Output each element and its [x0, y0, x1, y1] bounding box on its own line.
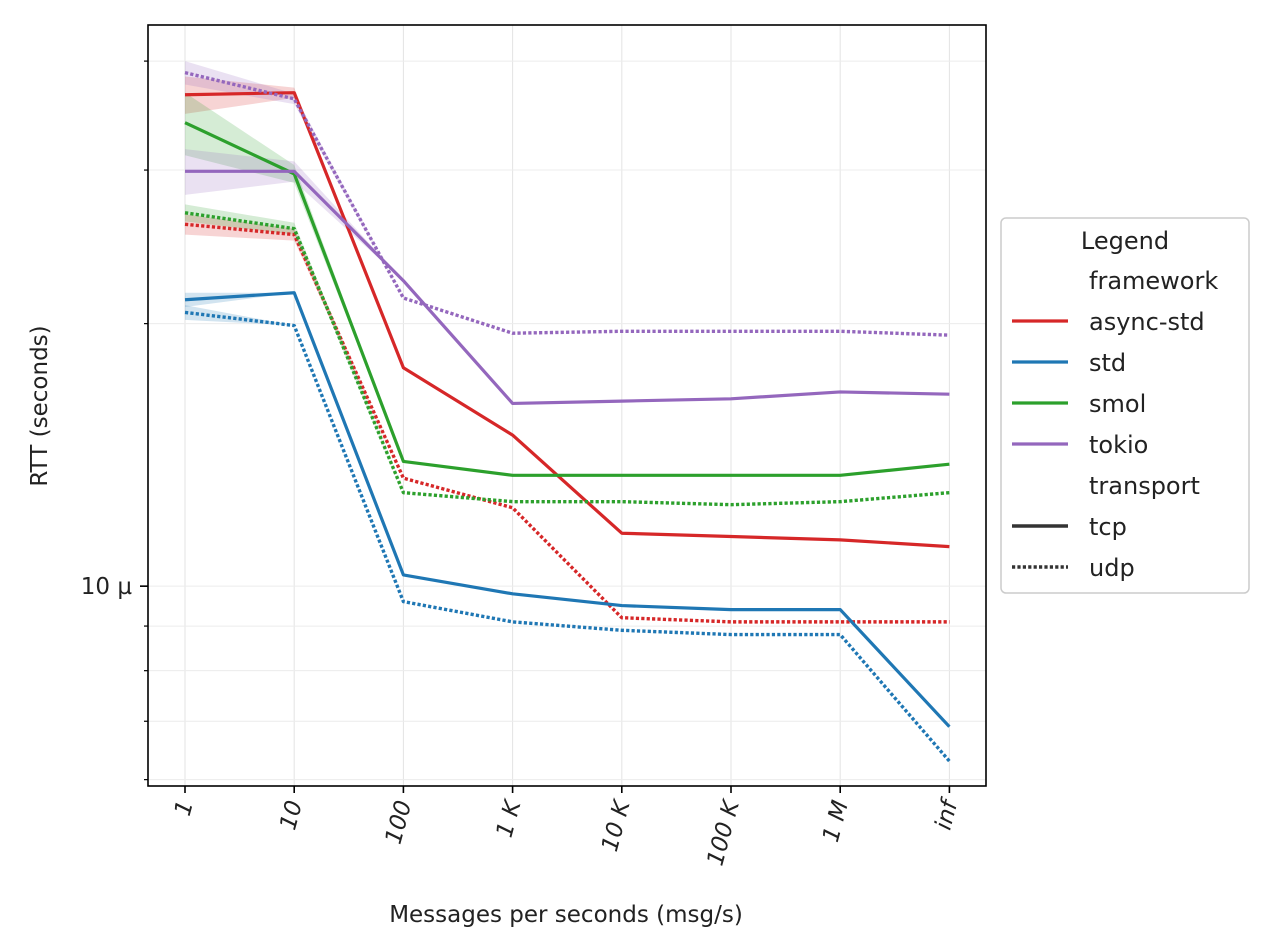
legend-frame — [1000, 217, 1250, 594]
legend-label-std: std — [1089, 349, 1126, 377]
series-line-std-tcp — [184, 291, 951, 728]
series-line-std-udp — [184, 310, 951, 763]
band-tokio-tcp — [185, 149, 950, 404]
band-std-tcp — [185, 292, 950, 727]
series-lines — [184, 70, 951, 763]
legend-label-udp: udp — [1089, 554, 1135, 582]
legend-label-async-std: async-std — [1089, 308, 1205, 336]
legend-transport-header: transport — [1089, 472, 1200, 500]
band-std-udp — [185, 305, 950, 762]
series-line-async-std-udp — [184, 222, 950, 624]
legend-label-tcp: tcp — [1089, 513, 1127, 541]
x-tick-label: 1 K — [492, 796, 527, 840]
confidence-bands — [185, 61, 950, 762]
legend-framework-entries: async-std std smol tokio — [1012, 308, 1205, 459]
y-axis-ticks: 10 µ — [81, 60, 148, 781]
series-line-smol-udp — [184, 211, 950, 507]
x-axis-ticks: 1 10 100 1 K 10 K 100 K 1 M inf — [170, 786, 964, 869]
band-async-std-udp — [185, 214, 950, 622]
x-tick-label: 100 K — [703, 796, 746, 869]
x-tick-label: 10 K — [597, 796, 636, 854]
x-axis-label: Messages per seconds (msg/s) — [389, 902, 743, 928]
series-line-smol-tcp — [184, 121, 950, 477]
band-tokio-udp — [185, 61, 950, 336]
legend-transport-entries: tcp udp — [1012, 513, 1135, 582]
legend-framework-header: framework — [1089, 267, 1218, 295]
band-smol-tcp — [185, 92, 950, 476]
x-tick-label: 1 — [170, 798, 199, 819]
legend-label-tokio: tokio — [1089, 431, 1148, 459]
x-tick-label: 100 — [381, 798, 417, 847]
x-tick-label: inf — [931, 795, 964, 833]
y-tick-label: 10 µ — [81, 574, 133, 600]
plot-frame — [147, 24, 987, 787]
series-line-tokio-udp — [184, 70, 950, 337]
legend-title: Legend — [1081, 227, 1169, 255]
y-axis-label: RTT (seconds) — [27, 325, 53, 486]
legend: Legend framework async-std std smol tokio t… — [1000, 217, 1250, 594]
grid-lines — [148, 25, 986, 786]
x-tick-label: 1 M — [818, 798, 854, 845]
legend-label-smol: smol — [1089, 390, 1146, 418]
series-line-async-std-tcp — [184, 91, 950, 549]
x-tick-label: 10 — [275, 798, 308, 833]
series-line-tokio-tcp — [185, 169, 950, 406]
